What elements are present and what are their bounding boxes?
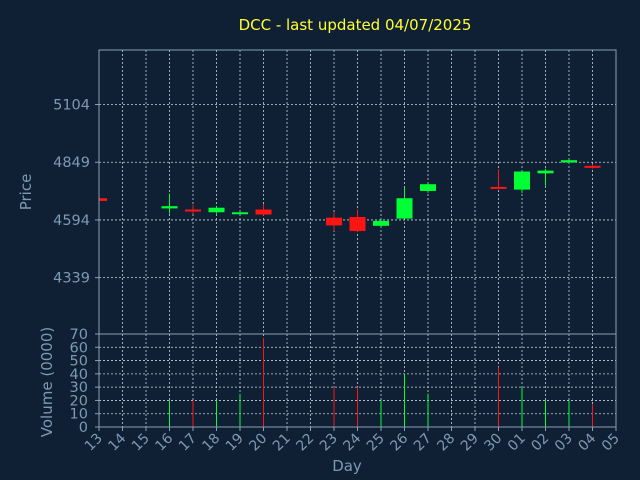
x-tick-label: 01 xyxy=(505,431,529,455)
x-tick-label: 23 xyxy=(317,431,341,455)
candle-body xyxy=(584,165,601,168)
candle-body xyxy=(185,209,201,212)
x-tick-label: 16 xyxy=(152,430,176,454)
candle-body xyxy=(420,184,436,191)
candle-body xyxy=(326,217,342,226)
candle-body xyxy=(232,212,248,215)
x-tick-label: 03 xyxy=(552,431,576,455)
candle-body xyxy=(490,186,507,189)
volume-tick-label: 70 xyxy=(70,327,88,343)
price-panel: 4339 4594 4849 5104 xyxy=(53,49,617,335)
x-tick-label: 17 xyxy=(176,431,200,455)
volume-tick-label: 0 xyxy=(79,420,88,436)
x-tick-label: 24 xyxy=(340,430,364,454)
volume-tick-label: 30 xyxy=(70,380,88,396)
candle-body xyxy=(514,171,530,190)
x-tick-label: 02 xyxy=(528,431,552,455)
volume-tick-label: 40 xyxy=(70,367,88,383)
chart-title: DCC - last updated 04/07/2025 xyxy=(239,16,472,34)
price-tick-label: 4339 xyxy=(53,271,90,287)
candle-body xyxy=(373,220,389,226)
x-tick-label: 26 xyxy=(387,430,411,454)
candle-body xyxy=(561,160,577,163)
volume-tick-label: 20 xyxy=(70,393,88,409)
candle-body xyxy=(161,206,178,209)
x-tick-label: 29 xyxy=(458,431,482,455)
x-tick-label: 04 xyxy=(575,430,599,454)
price-axis-label: Price xyxy=(17,174,35,211)
volume-axis-label: Volume (0000) xyxy=(38,327,56,437)
candle-body xyxy=(396,198,413,219)
price-tick-label: 4594 xyxy=(53,213,90,229)
candle-body xyxy=(537,170,554,174)
candle-body xyxy=(255,209,272,215)
x-tick-label: 20 xyxy=(246,431,270,455)
volume-tick-label: 50 xyxy=(70,354,88,370)
x-axis: 13 14 15 16 17 18 19 20 21 22 23 24 25 26 27 28 29 30 01 02… xyxy=(82,427,623,454)
x-tick-label: 15 xyxy=(129,431,153,455)
x-tick-label: 18 xyxy=(199,431,223,455)
x-axis-label: Day xyxy=(332,457,362,475)
x-tick-label: 28 xyxy=(434,431,458,455)
price-tick-label: 5104 xyxy=(53,98,90,114)
volume-tick-label: 10 xyxy=(70,407,88,423)
price-tick-label: 4849 xyxy=(53,155,90,171)
x-tick-label: 19 xyxy=(223,431,247,455)
candle-body xyxy=(349,217,366,232)
x-tick-label: 25 xyxy=(364,431,388,455)
x-tick-label: 27 xyxy=(411,431,435,455)
x-tick-label: 05 xyxy=(599,431,623,455)
volume-tick-label: 60 xyxy=(70,340,88,356)
candle-body xyxy=(99,198,107,201)
x-tick-label: 14 xyxy=(105,430,129,454)
candle-body xyxy=(208,207,225,213)
x-tick-label: 22 xyxy=(293,431,317,455)
x-tick-label: 21 xyxy=(270,431,294,455)
x-tick-label: 30 xyxy=(481,431,505,455)
